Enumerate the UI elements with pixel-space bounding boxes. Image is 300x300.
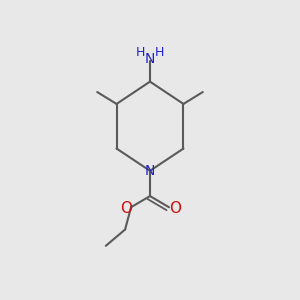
Text: O: O [169, 201, 181, 216]
Text: H: H [155, 46, 164, 59]
Text: N: N [145, 164, 155, 178]
Text: N: N [145, 52, 155, 66]
Text: O: O [120, 201, 132, 216]
Text: H: H [136, 46, 145, 59]
